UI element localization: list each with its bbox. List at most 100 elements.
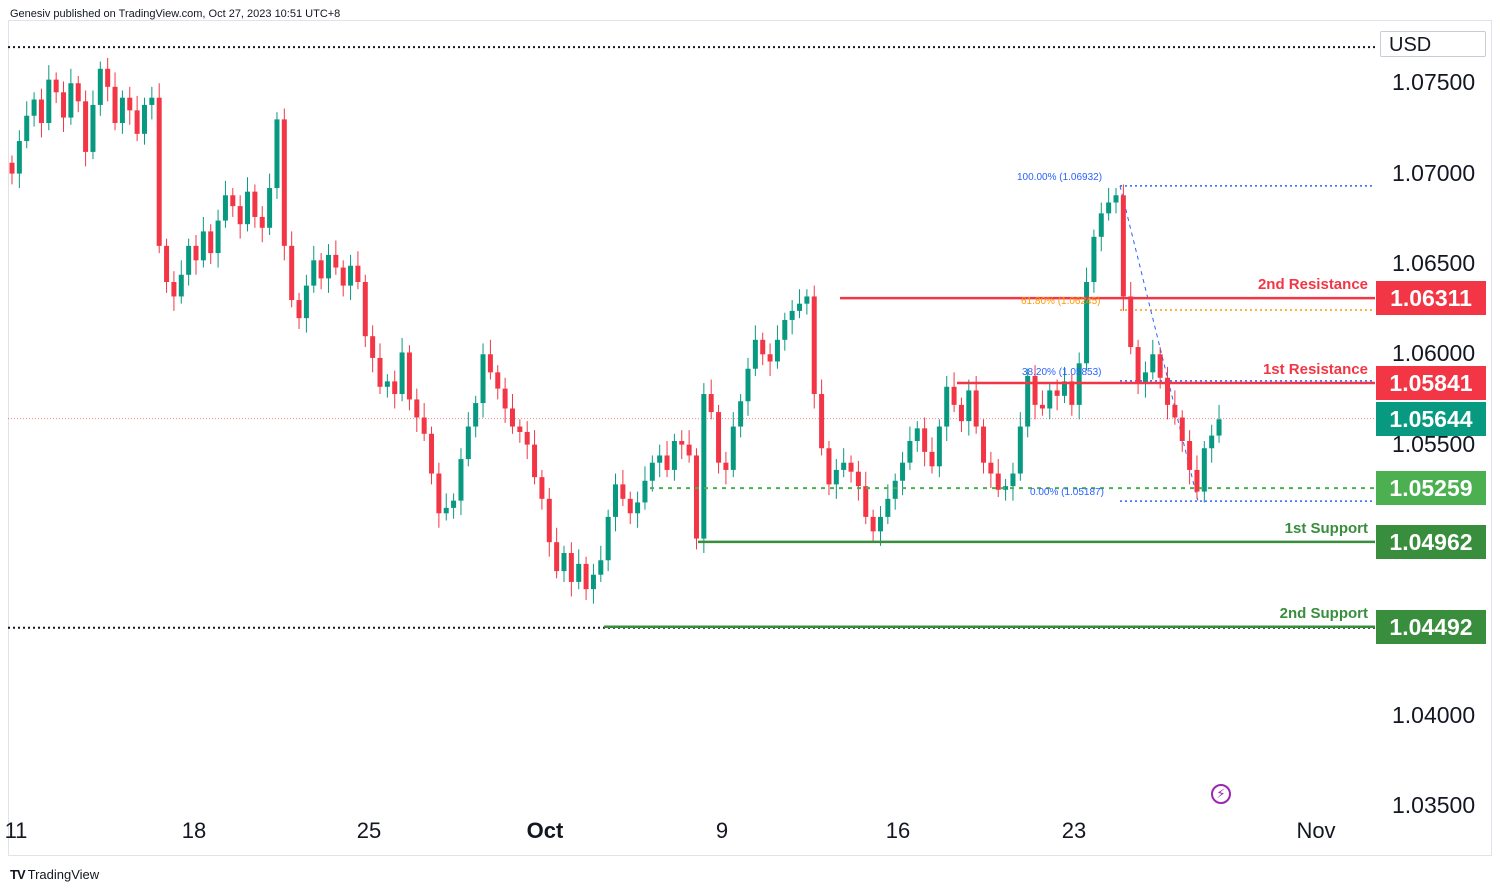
candle-body [465,426,471,460]
candle-body [443,507,449,514]
candle-body [716,412,722,463]
candle-body [46,79,52,123]
fib-label: 38.20% (1.05853) [1022,366,1102,378]
candle-body [156,97,162,246]
candle-body [635,502,641,514]
candle-body [1157,354,1163,378]
candle-body [561,553,567,572]
candle-body [1209,435,1215,449]
candle-body [61,92,67,118]
candle-body [186,245,192,275]
candle-body [1032,375,1038,405]
candle-body [451,500,457,508]
candle-body [966,390,972,422]
candle-body [208,231,214,254]
candle-body [797,303,803,311]
candle-body [1003,486,1009,490]
candle-body [1142,372,1148,384]
candle-body [1113,195,1119,203]
candle-body [554,542,560,572]
candle-body [811,296,817,395]
candle-body [1120,195,1126,297]
candle-body [296,300,302,319]
candle-body [105,68,111,87]
candle-body [517,426,523,432]
candle-body [502,388,508,409]
candle-body [782,319,788,340]
currency-selector[interactable]: USD [1380,31,1486,57]
candle-body [178,274,184,297]
x-tick-label: 9 [715,818,729,843]
price-label-support: 1.04962 [1376,524,1486,559]
candle-body [907,441,913,463]
y-tick-label: 1.07500 [1392,69,1476,96]
candle-body [487,354,493,373]
candle-body [642,480,648,503]
candle-body [1165,377,1171,405]
candle-body [657,455,663,463]
candle-body [524,431,530,445]
candle-body [97,68,103,105]
candle-body [1135,347,1141,384]
candle-body [649,462,655,481]
candle-body [1187,441,1193,470]
candle-body [333,254,339,268]
candle-body [509,408,515,427]
candle-body [9,162,15,174]
candle-body [473,403,479,427]
lightning-icon[interactable]: ⚡ [1211,784,1231,804]
y-tick-label: 1.06500 [1392,249,1476,276]
candle-body [1150,354,1156,373]
candle-body [870,516,876,532]
candle-body [141,104,147,134]
candle-body [576,563,582,582]
candle-body [1216,419,1222,436]
candle-body [914,428,920,442]
candle-body [958,404,964,422]
candle-body [303,285,309,319]
candle-body [605,516,611,561]
candle-body [973,390,979,427]
candle-body [24,115,30,142]
candle-body [620,484,626,499]
price-label-resistance: 1.06311 [1376,281,1486,316]
candle-body [1194,469,1200,492]
candle-body [200,231,206,261]
price-label-support: 1.04492 [1376,609,1486,644]
candle-body [951,386,957,405]
candle-body [370,336,376,358]
candle-body [38,99,44,123]
x-tick-label: 23 [1061,818,1087,843]
x-tick-label: 25 [356,818,382,843]
fib-label: 61.80% (1.06245) [1021,296,1101,307]
fib-label: 100.00% (1.06932) [1017,171,1103,183]
candle-body [458,459,464,501]
candle-body [421,417,427,434]
candle-body [598,560,604,575]
candle-body [436,473,442,514]
y-tick-label: 1.03500 [1392,792,1476,818]
candle-body [237,206,243,225]
fib-label: 0.00% (1.05187) [1030,487,1104,499]
candle-body [259,216,265,228]
tradingview-logo[interactable]: TV TradingView [10,867,99,882]
candle-body [546,498,552,543]
candle-body [752,339,758,369]
x-tick-label: Oct [526,818,564,843]
candle-body [693,455,699,539]
candle-body [760,339,766,355]
candle-body [774,339,780,362]
candle-body [83,101,89,152]
candle-body [988,462,994,474]
price-label-current: 1.05644 [1376,401,1486,436]
candle-body [885,498,891,517]
candle-body [318,260,324,279]
candle-body [671,441,677,470]
candle-body [944,386,950,427]
candle-body [539,477,545,499]
candle-body [134,110,140,134]
candle-body [252,191,258,217]
candle-body [414,399,420,418]
candle-body [281,119,287,246]
